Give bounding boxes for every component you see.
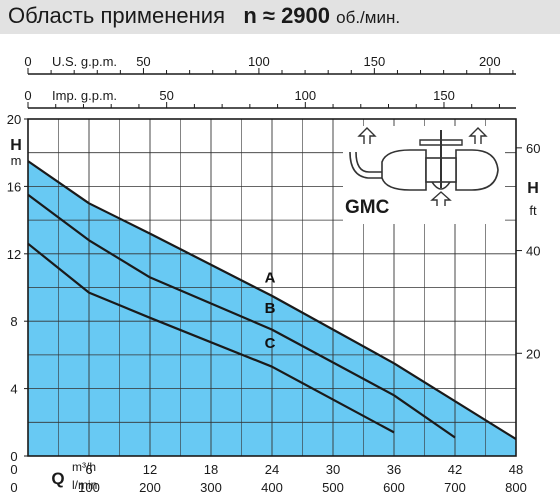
curve-b [27, 193, 456, 439]
top-axis-tick-label: 50 [159, 88, 173, 103]
x-tick-label-m3h: 0 [10, 462, 17, 477]
top-axis-tick-label: 0 [24, 54, 31, 69]
speed-unit: об./мин. [336, 8, 401, 27]
model-label: GMC [345, 197, 390, 218]
x-tick-label-m3h: 30 [326, 462, 340, 477]
y-left-tick-label: 0 [10, 449, 17, 464]
y-left-axis-unit: m [11, 153, 22, 168]
curve-label-c: C [265, 335, 276, 352]
y-right-axis-label: H [527, 180, 539, 197]
x-axis-label: Q [51, 469, 64, 488]
x-tick-label-lmin: 0 [10, 480, 17, 495]
title-text: Область применения [8, 3, 225, 28]
y-right-tick-label: 60 [526, 141, 540, 156]
x-tick-label-m3h: 12 [143, 462, 157, 477]
y-left-tick-label: 20 [7, 112, 21, 127]
chart-title: Область применения n ≈ 2900 об./мин. [8, 3, 400, 29]
axes: 048121620Hm204060Hft00610012200183002440… [7, 54, 541, 495]
y-right-axis-unit: ft [529, 203, 537, 218]
x-tick-label-lmin: 800 [505, 480, 527, 495]
top-axis-label: U.S. g.p.m. [52, 54, 117, 69]
curve-label-b: B [265, 300, 276, 317]
curve-a [27, 160, 517, 441]
x-tick-label-m3h: 36 [387, 462, 401, 477]
x-tick-label-lmin: 300 [200, 480, 222, 495]
pump-diagram-icon [343, 126, 505, 224]
x-axis-unit-lmin: l/min [72, 478, 97, 492]
x-tick-label-m3h: 24 [265, 462, 279, 477]
top-axis-tick-label: 0 [24, 88, 31, 103]
y-left-tick-label: 4 [10, 382, 17, 397]
x-axis-unit-m3h: m³/h [72, 460, 96, 474]
top-axis-tick-label: 100 [248, 54, 270, 69]
plot-frame [27, 118, 517, 457]
top-axis-label: Imp. g.p.m. [52, 88, 117, 103]
y-left-axis-label: H [10, 137, 22, 154]
x-tick-label-lmin: 200 [139, 480, 161, 495]
y-right-tick-label: 20 [526, 346, 540, 361]
x-tick-label-lmin: 100 [78, 480, 100, 495]
top-axis-tick-label: 50 [136, 54, 150, 69]
x-tick-label-m3h: 48 [509, 462, 523, 477]
top-axis-tick-label: 150 [364, 54, 386, 69]
top-axis-tick-label: 150 [433, 88, 455, 103]
top-axis-tick-label: 100 [294, 88, 316, 103]
curve-label-a: A [265, 269, 276, 286]
x-tick-label-m3h: 42 [448, 462, 462, 477]
top-axis-tick-label: 200 [479, 54, 501, 69]
y-right-tick-label: 40 [526, 244, 540, 259]
x-tick-label-lmin: 400 [261, 480, 283, 495]
x-tick-label-m3h: 6 [85, 462, 92, 477]
title-bar [0, 0, 560, 34]
speed-label: n ≈ 2900 [243, 3, 331, 28]
x-tick-label-m3h: 18 [204, 462, 218, 477]
y-left-tick-label: 16 [7, 179, 21, 194]
curves: AB C [27, 160, 517, 441]
x-tick-label-lmin: 500 [322, 480, 344, 495]
curve-c [27, 242, 395, 434]
y-left-tick-label: 8 [10, 314, 17, 329]
x-tick-label-lmin: 600 [383, 480, 405, 495]
x-tick-label-lmin: 700 [444, 480, 466, 495]
y-left-tick-label: 12 [7, 247, 21, 262]
